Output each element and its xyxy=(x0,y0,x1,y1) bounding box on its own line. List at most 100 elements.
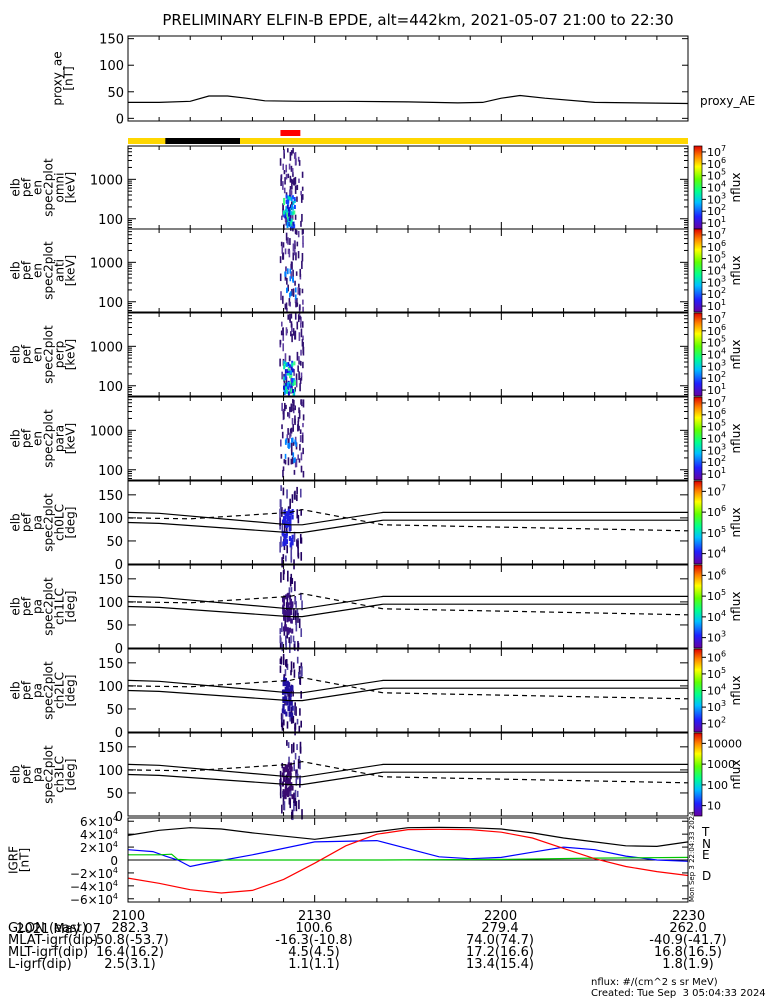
flux-pixel xyxy=(287,148,289,153)
flux-pixel xyxy=(285,206,288,211)
flux-pixel xyxy=(290,313,293,319)
flux-pixel xyxy=(297,417,300,422)
flux-pixel xyxy=(287,381,290,386)
colorbar xyxy=(693,396,703,481)
flux-pixel xyxy=(288,688,291,694)
flux-pixel xyxy=(294,797,297,806)
flux-pixel xyxy=(291,333,293,343)
flux-pixel xyxy=(288,196,291,201)
panel-ylabel-line: [deg] xyxy=(64,591,78,623)
flux-pixel xyxy=(302,447,304,455)
y-tick-label: 0 xyxy=(115,642,123,657)
flux-pixel xyxy=(283,801,286,811)
flux-pixel xyxy=(292,378,295,383)
flux-pixel xyxy=(282,210,285,215)
flux-pixel xyxy=(284,177,286,185)
flux-pixel xyxy=(285,164,288,173)
flux-pixel xyxy=(283,533,285,541)
figure-title: PRELIMINARY ELFIN-B EPDE, alt=442km, 202… xyxy=(162,11,673,29)
loss-cone-line xyxy=(127,519,688,534)
flux-pixel xyxy=(280,439,282,447)
colorbar-label: nflux xyxy=(729,256,743,286)
flux-pixel xyxy=(293,210,296,215)
flux-pixel xyxy=(288,706,291,712)
flux-pixel xyxy=(286,221,289,226)
colorbar-exponent: 4 xyxy=(721,431,726,440)
flux-pixel xyxy=(291,195,294,200)
flux-pixel xyxy=(288,606,291,612)
panel-ylabel-line: omni xyxy=(53,173,67,203)
y-tick-label: 150 xyxy=(98,489,123,504)
flux-pixel xyxy=(285,209,288,214)
epd-collection-bar xyxy=(280,130,301,136)
flux-pixel xyxy=(302,243,304,248)
loss-cone-line xyxy=(127,679,688,694)
flux-pixel xyxy=(291,684,294,690)
orbit-row-label: L-igrf(dip) xyxy=(8,957,72,972)
y-tick-label: 100 xyxy=(98,213,123,228)
flux-pixel xyxy=(291,603,294,609)
flux-pixel xyxy=(302,235,304,244)
flux-pixel xyxy=(282,203,284,211)
y-tick-label: −2×104 xyxy=(70,866,118,881)
flux-pixel xyxy=(296,351,299,361)
flux-pixel xyxy=(291,288,293,296)
y-tick-exponent: 4 xyxy=(113,840,118,849)
flux-pixel xyxy=(293,643,296,650)
flux-pixel xyxy=(295,622,298,632)
flux-pixel xyxy=(292,224,294,232)
flux-pixel xyxy=(286,700,289,706)
panel-ylabel-line: elb xyxy=(9,178,23,196)
flux-pixel xyxy=(282,469,284,478)
y-tick-label: 150 xyxy=(98,657,123,672)
colorbar-label: nflux xyxy=(729,340,743,370)
flux-pixel xyxy=(282,653,285,664)
flux-pixel xyxy=(294,439,296,445)
flux-pixel xyxy=(283,776,286,782)
flux-pixel xyxy=(289,175,292,183)
flux-pixel xyxy=(285,267,287,272)
spectrogram-anti: 1001000elbpefenspec2plotanti[keV]1011021… xyxy=(9,227,743,315)
flux-pixel xyxy=(280,241,283,247)
flux-pixel xyxy=(291,456,294,465)
y-tick-label: 1000 xyxy=(90,173,123,188)
flux-pixel xyxy=(295,601,297,608)
flux-pixel xyxy=(295,706,297,716)
flux-pixel xyxy=(279,508,281,518)
y-tick-label: 0 xyxy=(115,558,123,573)
panel-ylabel-line: [deg] xyxy=(64,759,78,791)
flux-pixel xyxy=(288,221,291,226)
colorbar-exponent: 6 xyxy=(721,323,726,332)
panel-ylabel-line: elb xyxy=(9,261,23,279)
flux-pixel xyxy=(285,194,288,199)
flux-pixel xyxy=(289,292,291,298)
flux-pixel xyxy=(300,592,302,601)
flux-pixel xyxy=(300,361,302,366)
colorbar-exponent: 1 xyxy=(721,382,726,391)
flux-pixel xyxy=(289,301,291,307)
flux-pixel xyxy=(281,708,284,714)
flux-pixel xyxy=(283,385,286,390)
colorbar-tick-label: 104 xyxy=(707,683,726,698)
flux-pixel xyxy=(282,789,285,795)
flux-pixel xyxy=(289,685,292,691)
flux-pixel xyxy=(284,540,287,546)
flux-pixel xyxy=(290,331,292,337)
colorbar-exponent: 5 xyxy=(721,666,726,675)
colorbar-exponent: 7 xyxy=(721,395,726,404)
flux-pixel xyxy=(296,184,299,191)
flux-pixel xyxy=(290,712,294,718)
orbit-value: 2.5(3.1) xyxy=(104,957,156,972)
flux-pixel xyxy=(290,772,292,780)
panel-ylabel-line: ch3LC xyxy=(53,756,67,793)
colorbar-exponent: 5 xyxy=(721,419,726,428)
flux-pixel xyxy=(296,196,298,202)
flux-pixel xyxy=(297,230,300,238)
flux-pixel xyxy=(292,404,294,412)
flux-pixel xyxy=(289,605,292,611)
flux-pixel xyxy=(284,373,287,378)
y-tick-label: 150 xyxy=(99,33,124,48)
